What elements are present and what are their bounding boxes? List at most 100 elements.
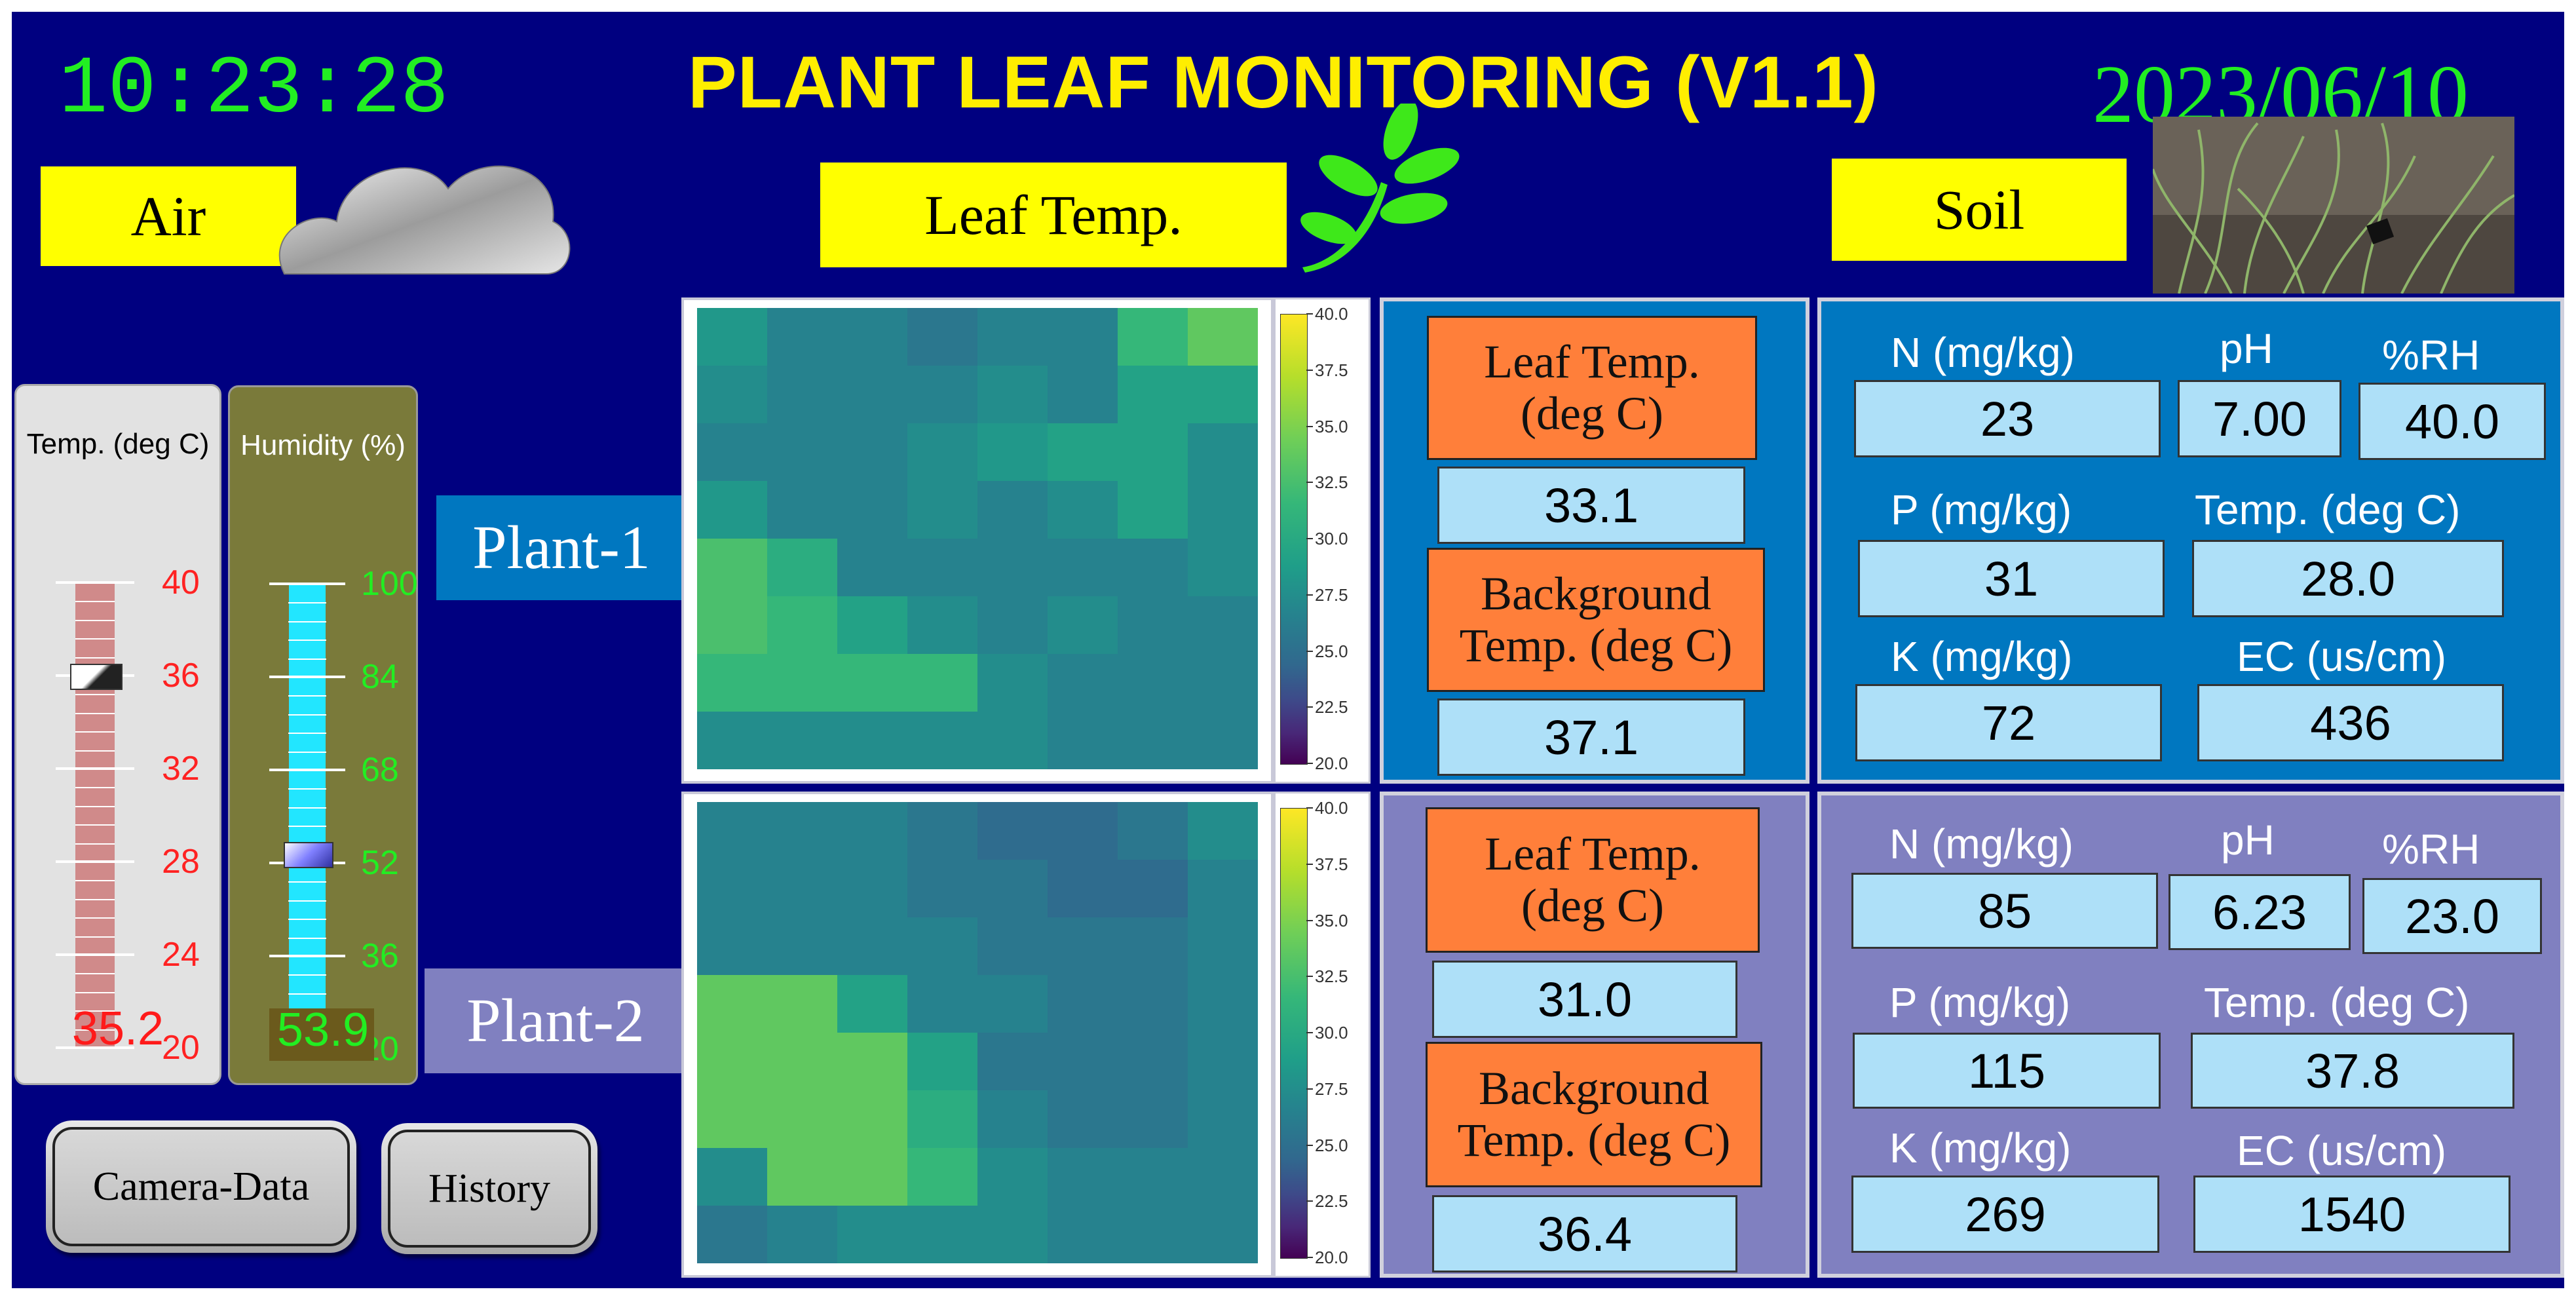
air-temp-minor-tick [75, 619, 115, 621]
heatmap-cell [1118, 539, 1188, 596]
heatmap-cell [1048, 423, 1118, 481]
heatmap-cell [907, 917, 977, 975]
soil-2-k-value: 269 [1851, 1176, 2159, 1253]
heatmap-cell [767, 712, 837, 769]
soil-section-label: Soil [1832, 159, 2127, 261]
heatmap-cell [907, 802, 977, 860]
heatmap-cell [697, 975, 767, 1033]
colorbar-tick-label: 37.5 [1315, 360, 1348, 380]
humidity-minor-tick [288, 714, 326, 716]
plant-1-leaf-temp-label: Leaf Temp. (deg C) [1427, 316, 1757, 460]
heatmap-cell [1118, 423, 1188, 481]
heatmap-cell [977, 1206, 1048, 1263]
heatmap-cell [1118, 481, 1188, 539]
heatmap-cell [977, 1090, 1048, 1148]
air-temp-label: Temp. (deg C) [26, 428, 210, 460]
leaf-temp-section-label: Leaf Temp. [820, 162, 1287, 267]
plant-1-label: Plant-1 [436, 495, 687, 600]
colorbar-tick [1306, 976, 1313, 978]
soil-1-rh-label: %RH [2382, 332, 2480, 379]
heatmap-cell [1188, 654, 1258, 712]
heatmap-cell [697, 1090, 767, 1148]
heatmap-cell [837, 712, 907, 769]
humidity-minor-tick [288, 733, 326, 735]
heatmap-cell [977, 366, 1048, 423]
heatmap-cell [837, 308, 907, 366]
air-temp-tick [56, 1046, 134, 1049]
heatmap-cell [1048, 917, 1118, 975]
air-temp-minor-tick [75, 936, 115, 938]
colorbar-tick [1306, 1144, 1313, 1146]
heatmap-cell [907, 1033, 977, 1090]
air-temp-tick [56, 581, 134, 584]
heatmap-cell [767, 481, 837, 539]
heatmap-cell [1048, 860, 1118, 917]
soil-label-text: Soil [1933, 178, 2025, 241]
plant-1-temp-panel: Leaf Temp. (deg C) 33.1 Background Temp.… [1380, 297, 1809, 784]
humidity-minor-tick [288, 658, 326, 660]
colorbar-tick [1306, 919, 1313, 921]
heatmap-cell [1188, 712, 1258, 769]
soil-1-p-label: P (mg/kg) [1891, 486, 2072, 533]
air-temp-tick-label: 28 [162, 843, 200, 881]
humidity-tick [269, 769, 345, 771]
heatmap-cell [1188, 596, 1258, 654]
humidity-tick-label: 52 [361, 844, 399, 882]
colorbar-tick [1306, 1032, 1313, 1033]
humidity-tick-label: 84 [361, 658, 399, 696]
soil-2-temp-value: 37.8 [2191, 1033, 2514, 1109]
heatmap-cell [697, 423, 767, 481]
soil-1-rh-value: 40.0 [2358, 383, 2546, 460]
air-temp-minor-tick [75, 880, 115, 882]
air-temp-minor-tick [75, 638, 115, 640]
plant-2-label: Plant-2 [425, 968, 687, 1073]
air-temp-value: 35.2 [71, 1003, 164, 1055]
heatmap-cell [1048, 481, 1118, 539]
air-temp-tick-label: 20 [162, 1029, 200, 1067]
plant-2-bg-temp-value: 36.4 [1432, 1195, 1737, 1272]
heatmap-cell [1188, 539, 1258, 596]
air-temp-minor-tick [75, 731, 115, 733]
humidity-minor-tick [288, 640, 326, 641]
colorbar-tick-label: 30.0 [1315, 529, 1348, 548]
heatmap-cell [977, 308, 1048, 366]
air-temp-tick [56, 767, 134, 770]
heatmap-cell [1188, 366, 1258, 423]
heatmap-cell [697, 539, 767, 596]
heatmap-cell [837, 860, 907, 917]
air-temp-tick-label: 32 [162, 750, 200, 788]
heatmap-cell [1188, 1148, 1258, 1206]
heatmap-cell [1118, 712, 1188, 769]
heatmap-cell [767, 975, 837, 1033]
colorbar-gradient [1280, 314, 1308, 765]
colorbar-tick-label: 20.0 [1315, 1248, 1348, 1267]
history-button[interactable]: History [381, 1123, 597, 1254]
heatmap-cell [767, 308, 837, 366]
air-temp-minor-tick [75, 712, 115, 714]
heatmap-cell [977, 1033, 1048, 1090]
humidity-tick-label: 68 [361, 751, 399, 789]
soil-2-p-value: 115 [1853, 1033, 2161, 1109]
heatmap-cell [767, 654, 837, 712]
heatmap-cell [697, 712, 767, 769]
heatmap-cell [837, 596, 907, 654]
humidity-tick-label: 100 [361, 565, 418, 603]
heatmap-cell [697, 1033, 767, 1090]
heatmap-cell [907, 481, 977, 539]
humidity-label: Humidity (%) [240, 429, 406, 461]
air-temp-minor-tick [75, 991, 115, 993]
air-temp-minor-tick [75, 898, 115, 900]
colorbar-tick-label: 32.5 [1315, 472, 1348, 493]
heatmap-cell [907, 366, 977, 423]
soil-1-p-value: 31 [1858, 540, 2165, 617]
air-section-label: Air [41, 166, 296, 266]
heatmap-cell [1188, 1090, 1258, 1148]
humidity-minor-tick [288, 788, 326, 790]
heatmap-cell [1188, 860, 1258, 917]
heatmap-cell [907, 539, 977, 596]
heatmap-cell [767, 1148, 837, 1206]
plant-2-heatmap-grid [697, 802, 1258, 1263]
heatmap-cell [977, 802, 1048, 860]
heatmap-cell [1118, 1206, 1188, 1263]
camera-data-button[interactable]: Camera-Data [46, 1120, 356, 1253]
